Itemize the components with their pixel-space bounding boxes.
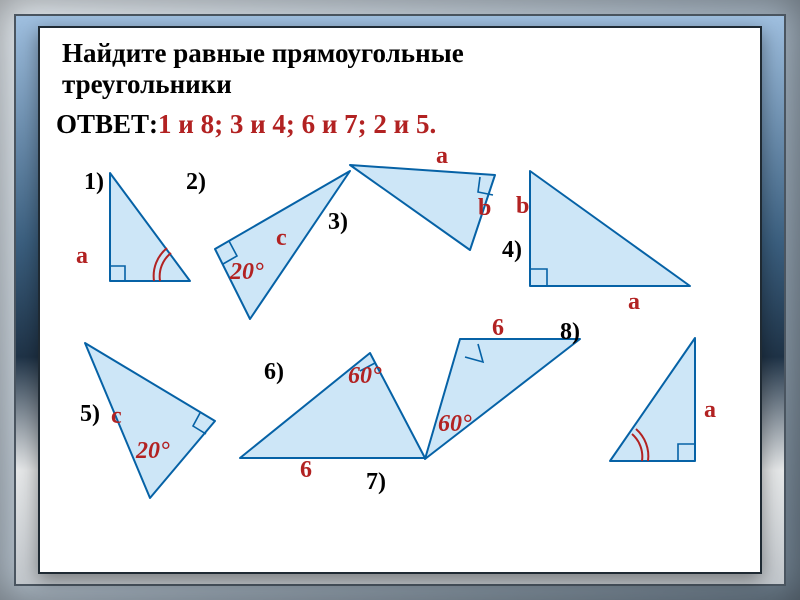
page-title: Найдите равные прямоугольные треугольник… xyxy=(62,38,464,100)
title-line2: треугольники xyxy=(62,69,232,99)
num-1: 1) xyxy=(84,169,104,196)
num-3: 3) xyxy=(328,209,348,236)
lab-3-b: b xyxy=(478,195,491,222)
lab-4-b: b xyxy=(516,193,529,220)
lab-6-s: 6 xyxy=(300,457,312,484)
num-4: 4) xyxy=(502,237,522,264)
lab-7-ang: 60° xyxy=(438,411,472,438)
answer-value: 1 и 8; 3 и 4; 6 и 7; 2 и 5. xyxy=(158,109,436,139)
figure-canvas: 1) a 2) c 20° 3) a b xyxy=(40,143,760,572)
lab-5-c: c xyxy=(111,403,122,430)
lab-8-a: a xyxy=(704,397,716,424)
lab-2-c: c xyxy=(276,225,287,252)
triangle-4 xyxy=(530,171,695,291)
lab-7-s: 6 xyxy=(492,315,504,342)
triangle-1 xyxy=(100,173,195,288)
answer-label: ОТВЕТ: xyxy=(56,109,158,139)
num-6: 6) xyxy=(264,359,284,386)
lab-5-ang: 20° xyxy=(136,438,170,465)
num-5: 5) xyxy=(80,401,100,428)
triangle-8 xyxy=(610,338,710,468)
title-line1: Найдите равные прямоугольные xyxy=(62,38,464,68)
num-8: 8) xyxy=(560,319,580,346)
answer-line: ОТВЕТ:1 и 8; 3 и 4; 6 и 7; 2 и 5. xyxy=(56,109,436,140)
triangle-5 xyxy=(85,343,220,503)
lab-4-a: a xyxy=(628,289,640,316)
lab-6-ang: 60° xyxy=(348,363,382,390)
num-2: 2) xyxy=(186,169,206,196)
triangle-7 xyxy=(425,339,585,469)
lab-1-a: a xyxy=(76,243,88,270)
lab-2-ang: 20° xyxy=(230,259,264,286)
num-7: 7) xyxy=(366,469,386,496)
lab-3-a: a xyxy=(436,143,448,170)
